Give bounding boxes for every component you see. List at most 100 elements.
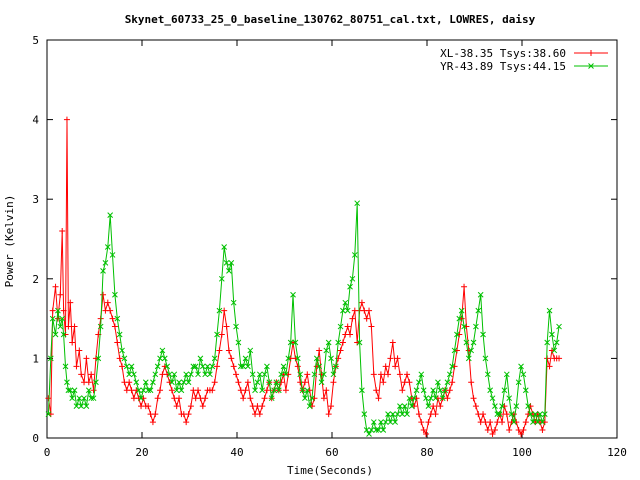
data-point-marker — [228, 260, 235, 266]
data-point-marker — [93, 379, 99, 386]
data-point-marker — [237, 363, 244, 370]
data-point-marker — [197, 355, 204, 362]
data-point-marker — [406, 379, 413, 386]
data-point-marker — [173, 403, 180, 410]
data-point-marker — [176, 379, 182, 386]
data-point-marker — [76, 347, 83, 354]
data-point-marker — [499, 403, 505, 410]
data-point-marker — [62, 363, 69, 370]
data-point-marker — [271, 387, 277, 394]
data-point-marker — [506, 427, 513, 434]
data-point-marker — [247, 347, 254, 354]
data-point-marker — [214, 331, 220, 338]
data-point-marker — [145, 387, 152, 394]
data-point-marker — [107, 212, 114, 218]
data-point-marker — [470, 395, 477, 402]
data-point-marker — [389, 411, 396, 417]
data-point-marker — [126, 379, 133, 386]
data-point-marker — [468, 347, 475, 354]
data-point-marker — [370, 371, 377, 378]
data-point-marker — [449, 379, 456, 386]
data-point-marker — [311, 371, 318, 378]
data-point-marker — [425, 403, 432, 410]
data-point-marker — [435, 379, 441, 386]
data-point-marker — [413, 387, 420, 394]
data-point-marker — [214, 363, 221, 370]
data-point-marker — [192, 363, 199, 370]
y-tick-label: 0 — [32, 432, 39, 445]
data-point-marker — [188, 371, 194, 378]
data-point-marker — [530, 419, 536, 425]
data-point-marker — [444, 395, 451, 402]
data-point-marker — [65, 323, 72, 330]
data-point-marker — [199, 403, 206, 410]
data-point-marker — [313, 355, 320, 362]
data-point-marker — [185, 379, 192, 386]
data-point-marker — [425, 419, 432, 426]
data-point-marker — [423, 431, 430, 438]
data-point-marker — [473, 323, 479, 330]
data-point-marker — [484, 427, 491, 434]
data-point-marker — [259, 387, 266, 394]
data-point-marker — [178, 387, 185, 394]
data-point-marker — [415, 411, 422, 418]
data-point-marker — [278, 371, 285, 378]
data-point-marker — [446, 387, 453, 394]
data-point-marker — [328, 355, 334, 362]
data-point-marker — [404, 371, 411, 378]
data-point-marker — [154, 363, 161, 370]
data-point-marker — [377, 371, 384, 378]
data-point-marker — [302, 395, 308, 402]
data-point-marker — [152, 411, 159, 418]
data-point-marker — [349, 315, 356, 322]
data-point-marker — [73, 403, 80, 410]
legend-label: YR-43.89 Tsys:44.15 — [440, 60, 566, 73]
data-point-marker — [102, 260, 109, 266]
data-point-marker — [235, 379, 242, 386]
data-point-marker — [368, 427, 375, 433]
data-point-marker — [321, 371, 327, 378]
data-point-marker — [482, 355, 489, 362]
data-point-marker — [316, 347, 323, 354]
data-point-marker — [475, 307, 482, 314]
data-point-marker — [397, 403, 403, 410]
data-point-marker — [245, 363, 251, 370]
data-point-marker — [104, 299, 111, 306]
data-point-marker — [463, 339, 470, 346]
plot-frame — [46, 39, 618, 439]
x-tick-label: 100 — [512, 446, 532, 459]
data-point-marker — [69, 339, 76, 346]
data-point-marker — [556, 355, 563, 362]
data-point-marker — [359, 387, 365, 394]
data-point-marker — [472, 403, 479, 410]
x-tick-label: 20 — [135, 446, 148, 459]
data-point-marker — [240, 363, 247, 370]
data-point-marker — [264, 363, 270, 370]
data-point-marker — [309, 395, 315, 402]
data-point-marker — [387, 355, 394, 362]
data-point-marker — [55, 307, 61, 314]
data-point-marker — [150, 379, 156, 386]
data-point-marker — [294, 363, 301, 370]
data-point-marker — [363, 427, 370, 433]
axis-ticks: 0 20 40 60 80 100 120 0 1 2 3 4 5 — [32, 34, 627, 459]
data-point-marker — [149, 419, 156, 426]
data-point-marker — [446, 371, 453, 378]
data-point-marker — [375, 395, 382, 402]
data-point-marker — [128, 363, 135, 370]
data-point-marker — [525, 403, 532, 410]
data-point-marker — [85, 387, 92, 394]
data-point-marker — [437, 387, 444, 394]
data-point-marker — [183, 419, 190, 426]
data-point-marker — [180, 379, 187, 386]
data-point-marker — [202, 395, 209, 402]
data-point-marker — [111, 323, 118, 330]
data-point-marker — [380, 379, 387, 386]
data-point-marker — [294, 355, 301, 362]
data-point-marker — [104, 244, 111, 250]
data-point-marker — [78, 371, 85, 378]
data-point-marker — [347, 331, 354, 338]
data-point-marker — [532, 411, 539, 417]
data-point-marker — [487, 387, 494, 394]
data-point-marker — [67, 387, 74, 394]
